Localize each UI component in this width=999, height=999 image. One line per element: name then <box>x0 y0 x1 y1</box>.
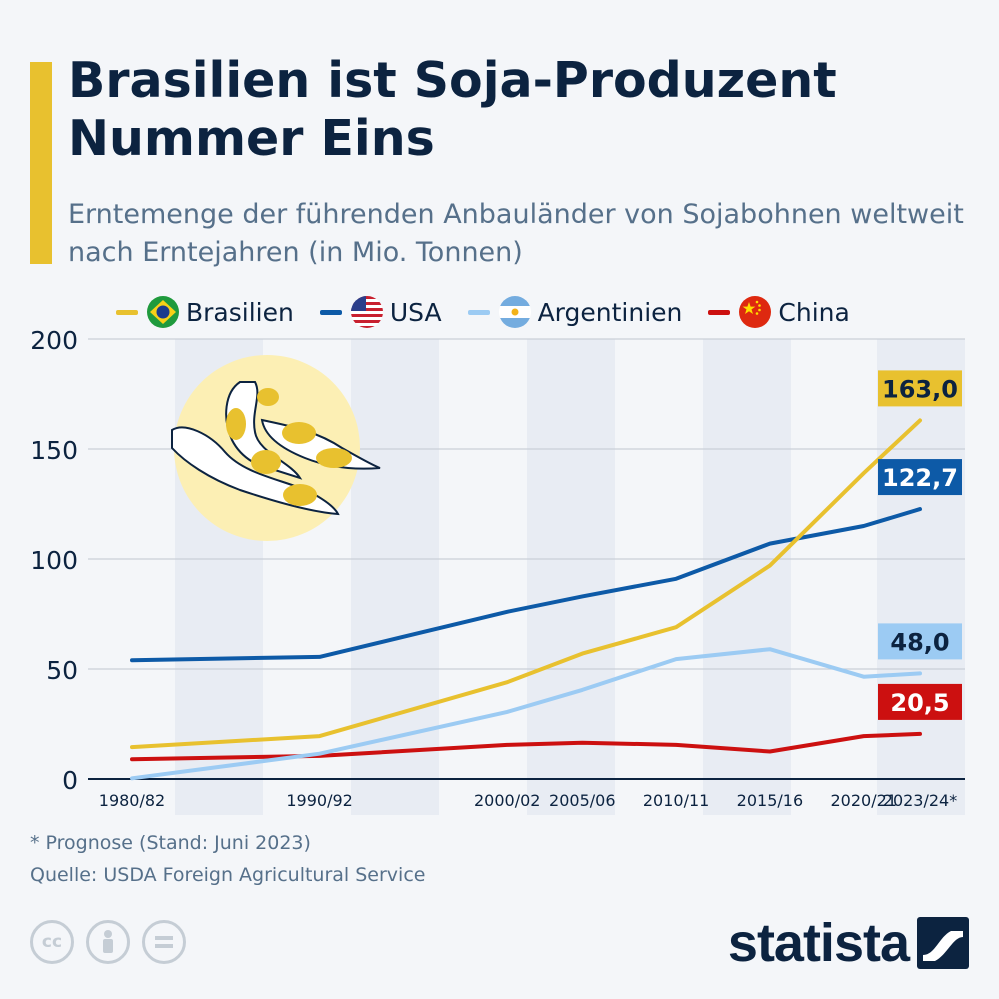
statista-brand[interactable]: statista <box>728 912 969 974</box>
series-line-brasilien <box>130 418 922 750</box>
legend-item-china: China <box>708 295 850 329</box>
data-point-brasilien-6 <box>863 472 865 474</box>
legend-item-brasilien: Brasilien <box>116 295 294 329</box>
series-line-usa <box>130 507 922 663</box>
data-point-argentinien-7 <box>919 672 921 674</box>
legend-swatch-brasilien <box>116 309 138 315</box>
data-point-usa-3 <box>581 595 583 597</box>
data-point-brasilien-5 <box>769 565 771 567</box>
usa-flag-icon <box>350 296 383 328</box>
end-label-brasilien: 163,0 <box>882 375 958 403</box>
data-point-argentinien-3 <box>581 689 583 691</box>
data-point-usa-1 <box>319 656 321 658</box>
chart-title: Brasilien ist Soja-Produzent Nummer Eins <box>68 52 837 167</box>
series-line-argentinien <box>130 647 922 781</box>
data-point-argentinien-1 <box>319 753 321 755</box>
legend-swatch-argentinien <box>467 309 490 315</box>
x-tick-label-5: 2015/16 <box>737 791 803 810</box>
end-label-box-brasilien <box>878 370 962 407</box>
data-point-china-7 <box>919 733 921 735</box>
y-tick-label-150: 150 <box>30 436 78 465</box>
y-tick-label-200: 200 <box>30 326 78 355</box>
chart-series <box>130 418 922 781</box>
legend: Brasilien USA <box>116 292 876 332</box>
legend-item-argentinien: Argentinien <box>467 295 683 329</box>
chart-end-labels: 163,0 122,7 48,0 20,5 <box>878 370 962 720</box>
title-accent-bar <box>30 62 52 264</box>
data-point-china-6 <box>863 735 865 737</box>
x-tick-label-6: 2020/21 <box>830 791 896 810</box>
x-tick-label-4: 2010/11 <box>643 791 709 810</box>
data-point-brasilien-3 <box>581 653 583 655</box>
data-point-china-4 <box>675 744 677 746</box>
series-line-china <box>130 731 922 762</box>
legend-label-brasilien: Brasilien <box>186 297 294 327</box>
by-icon[interactable] <box>86 920 130 964</box>
legend-label-argentinien: Argentinien <box>537 297 683 327</box>
data-point-argentinien-5 <box>769 648 771 650</box>
data-point-argentinien-4 <box>675 658 677 660</box>
line-chart: 0 50 100 150 200 1980/82 1990/92 2000/02 2005/06… <box>30 326 965 815</box>
statista-wordmark: statista <box>727 913 910 973</box>
data-point-brasilien-7 <box>919 419 921 421</box>
statista-logo-icon <box>917 917 969 969</box>
data-point-brasilien-1 <box>319 735 321 737</box>
end-label-box-china <box>878 683 962 720</box>
legend-item-usa: USA <box>319 295 442 329</box>
data-point-china-0 <box>131 758 133 760</box>
background-band-2 <box>527 339 615 815</box>
data-point-argentinien-2 <box>506 711 508 713</box>
data-point-usa-2 <box>506 611 508 613</box>
data-point-usa-7 <box>919 508 921 510</box>
cc-icon[interactable]: cc <box>30 920 74 964</box>
license-icons: cc <box>30 920 198 964</box>
nd-icon[interactable] <box>142 920 186 964</box>
x-tick-label-1: 1990/92 <box>286 791 352 810</box>
argentina-flag-icon <box>498 296 531 328</box>
source-note: Quelle: USDA Foreign Agricultural Servic… <box>30 864 426 886</box>
chart-subtitle: Erntemenge der führenden Anbauländer von… <box>68 199 964 268</box>
end-label-argentinien: 48,0 <box>890 628 949 656</box>
soybean-pod-illustration <box>171 355 381 541</box>
legend-swatch-usa <box>319 309 342 315</box>
data-point-usa-4 <box>675 578 677 580</box>
data-point-argentinien-0 <box>131 777 133 779</box>
y-tick-label-100: 100 <box>30 546 78 575</box>
end-label-box-argentinien <box>878 623 962 660</box>
end-label-usa: 122,7 <box>882 464 958 492</box>
data-point-usa-6 <box>863 525 865 527</box>
china-flag-icon <box>739 296 772 328</box>
background-band-3 <box>703 339 791 815</box>
x-tick-label-2: 2000/02 <box>474 791 540 810</box>
legend-label-china: China <box>778 297 850 327</box>
x-tick-label-3: 2005/06 <box>549 791 615 810</box>
end-label-box-usa <box>878 459 962 496</box>
x-tick-label-7: 2023/24* <box>883 791 957 810</box>
data-point-china-2 <box>506 744 508 746</box>
y-tick-label-50: 50 <box>46 656 78 685</box>
data-point-argentinien-6 <box>863 676 865 678</box>
chart-axes: 0 50 100 150 200 1980/82 1990/92 2000/02 2005/06… <box>30 326 965 810</box>
legend-label-usa: USA <box>389 297 442 327</box>
footnote: * Prognose (Stand: Juni 2023) <box>30 832 311 854</box>
data-point-usa-0 <box>131 659 133 661</box>
data-point-brasilien-2 <box>506 681 508 683</box>
data-point-china-3 <box>581 742 583 744</box>
background-band-4 <box>877 339 965 815</box>
data-point-china-5 <box>769 751 771 752</box>
y-tick-label-0: 0 <box>62 766 78 795</box>
data-point-usa-5 <box>769 543 771 545</box>
brazil-flag-icon <box>147 296 179 328</box>
data-point-brasilien-4 <box>675 626 677 628</box>
legend-swatch-china <box>708 309 731 315</box>
x-tick-label-0: 1980/82 <box>99 791 165 810</box>
data-point-brasilien-0 <box>131 746 133 748</box>
end-label-china: 20,5 <box>890 689 949 717</box>
